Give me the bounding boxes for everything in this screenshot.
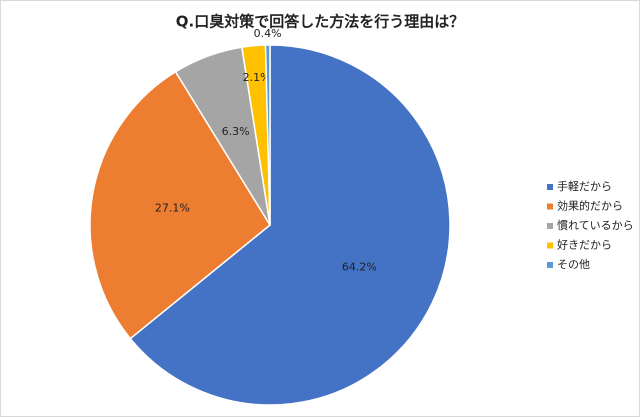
pie-slice <box>264 44 271 226</box>
legend-label: 好きだから <box>557 238 612 252</box>
legend-swatch <box>547 223 553 229</box>
legend-swatch <box>547 184 553 190</box>
data-label: 64.2% <box>342 261 377 274</box>
data-label: 2.1% <box>243 71 271 84</box>
chart-title: Q.口臭対策で回答した方法を行う理由は？ <box>176 13 464 31</box>
pie-slice <box>89 70 271 340</box>
data-label: 0.4% <box>254 27 282 40</box>
legend-swatch <box>547 203 553 210</box>
data-label: 6.3% <box>222 125 250 138</box>
legend-label: 効果的だから <box>557 199 623 213</box>
legend-label: その他 <box>557 258 590 271</box>
legend-label: 手軽だから <box>557 179 612 193</box>
legend-swatch <box>547 262 553 268</box>
data-label: 27.1% <box>155 201 190 214</box>
pie-slice <box>129 44 451 406</box>
legend-swatch <box>547 242 553 249</box>
legend-label: 慣れているから <box>557 218 634 232</box>
